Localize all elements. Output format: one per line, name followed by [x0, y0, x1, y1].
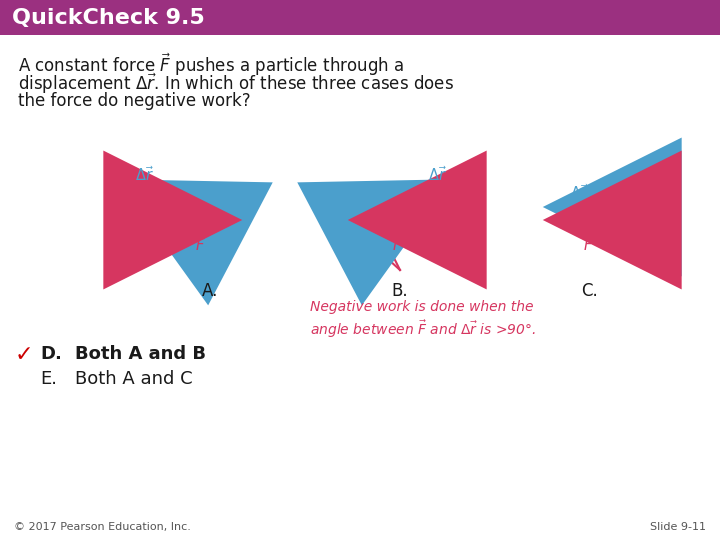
Bar [0, 0, 720, 35]
Text: $\vec{F}$: $\vec{F}$ [195, 233, 206, 254]
Text: angle between $\vec{F}$ and $\Delta\vec{r}$ is >90°.: angle between $\vec{F}$ and $\Delta\vec{… [310, 318, 536, 340]
Text: Negative work is done when the: Negative work is done when the [310, 300, 534, 314]
Text: the force do negative work?: the force do negative work? [18, 92, 251, 110]
Text: D.: D. [40, 345, 62, 363]
Text: B.: B. [392, 282, 408, 300]
Text: $\Delta\vec{r}$: $\Delta\vec{r}$ [428, 166, 447, 185]
Text: C.: C. [582, 282, 598, 300]
Text: Both A and B: Both A and B [75, 345, 206, 363]
Text: E.: E. [40, 370, 57, 388]
Text: displacement $\Delta\vec{r}$. In which of these three cases does: displacement $\Delta\vec{r}$. In which o… [18, 72, 454, 97]
Text: © 2017 Pearson Education, Inc.: © 2017 Pearson Education, Inc. [14, 522, 191, 532]
Text: Both A and C: Both A and C [75, 370, 193, 388]
Text: ✓: ✓ [15, 345, 34, 365]
Text: Slide 9-11: Slide 9-11 [650, 522, 706, 532]
Text: A constant force $\vec{F}$ pushes a particle through a: A constant force $\vec{F}$ pushes a part… [18, 52, 404, 78]
Text: A.: A. [202, 282, 218, 300]
Text: $\Delta\vec{r}$: $\Delta\vec{r}$ [135, 166, 154, 185]
Text: QuickCheck 9.5: QuickCheck 9.5 [12, 8, 204, 28]
Text: $\vec{F}$: $\vec{F}$ [583, 233, 593, 254]
Text: $\Delta\vec{r}$: $\Delta\vec{r}$ [570, 184, 589, 202]
Text: $\vec{F}$: $\vec{F}$ [392, 233, 402, 254]
